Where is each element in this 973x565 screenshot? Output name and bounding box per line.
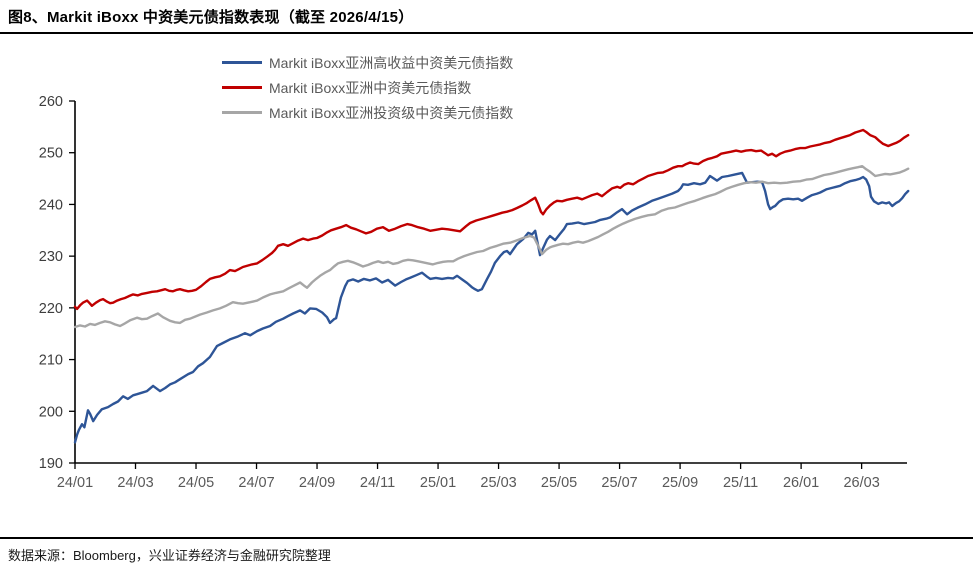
y-tick-label: 190 bbox=[39, 456, 63, 472]
series-lines bbox=[73, 128, 910, 444]
y-tick-label: 230 bbox=[39, 249, 63, 265]
x-tick-label: 24/07 bbox=[238, 475, 274, 491]
x-tick-label: 25/09 bbox=[662, 475, 698, 491]
x-tick-label: 25/05 bbox=[541, 475, 577, 491]
x-tick-label: 25/03 bbox=[480, 475, 516, 491]
chart-legend: Markit iBoxx亚洲高收益中资美元债指数 Markit iBoxx亚洲中… bbox=[222, 50, 513, 125]
y-tick-label: 210 bbox=[39, 353, 63, 369]
x-tick-label: 24/05 bbox=[178, 475, 214, 491]
y-tick-label: 240 bbox=[39, 197, 63, 213]
legend-item-high-yield: Markit iBoxx亚洲高收益中资美元债指数 bbox=[222, 50, 513, 75]
x-tick-label: 24/09 bbox=[299, 475, 335, 491]
x-tick-label: 26/03 bbox=[843, 475, 879, 491]
legend-label: Markit iBoxx亚洲投资级中资美元债指数 bbox=[269, 104, 514, 121]
legend-line-swatch-red bbox=[222, 86, 262, 89]
title-divider-rule bbox=[0, 32, 973, 34]
legend-line-swatch-gray bbox=[222, 111, 262, 114]
legend-label: Markit iBoxx亚洲高收益中资美元债指数 bbox=[269, 54, 514, 71]
series-line-0 bbox=[73, 171, 910, 444]
axes: 190 200 210 220 230 240 250 260 24/01 24/03 24/05 2… bbox=[39, 94, 907, 491]
y-tick-label: 260 bbox=[39, 94, 63, 110]
legend-item-overall: Markit iBoxx亚洲中资美元债指数 bbox=[222, 75, 513, 100]
x-tick-label: 25/07 bbox=[601, 475, 637, 491]
legend-label: Markit iBoxx亚洲中资美元债指数 bbox=[269, 79, 472, 96]
x-tick-label: 24/01 bbox=[57, 475, 93, 491]
series-line-1 bbox=[73, 128, 910, 311]
x-tick-label: 24/11 bbox=[360, 475, 395, 491]
footer-divider-rule bbox=[0, 537, 973, 539]
legend-item-investment-grade: Markit iBoxx亚洲投资级中资美元债指数 bbox=[222, 100, 513, 125]
y-tick-label: 250 bbox=[39, 146, 63, 162]
figure-title: 图8、Markit iBoxx 中资美元债指数表现（截至 2026/4/15） bbox=[8, 9, 414, 26]
x-tick-label: 25/01 bbox=[420, 475, 456, 491]
series-line-2 bbox=[73, 164, 910, 329]
x-tick-label: 24/03 bbox=[117, 475, 153, 491]
y-tick-label: 200 bbox=[39, 404, 63, 420]
y-tick-label: 220 bbox=[39, 301, 63, 317]
x-tick-label: 26/01 bbox=[783, 475, 819, 491]
legend-line-swatch-blue bbox=[222, 61, 262, 64]
x-tick-label: 25/11 bbox=[723, 475, 758, 491]
data-source-text: 数据来源：Bloomberg，兴业证券经济与金融研究院整理 bbox=[8, 548, 331, 563]
